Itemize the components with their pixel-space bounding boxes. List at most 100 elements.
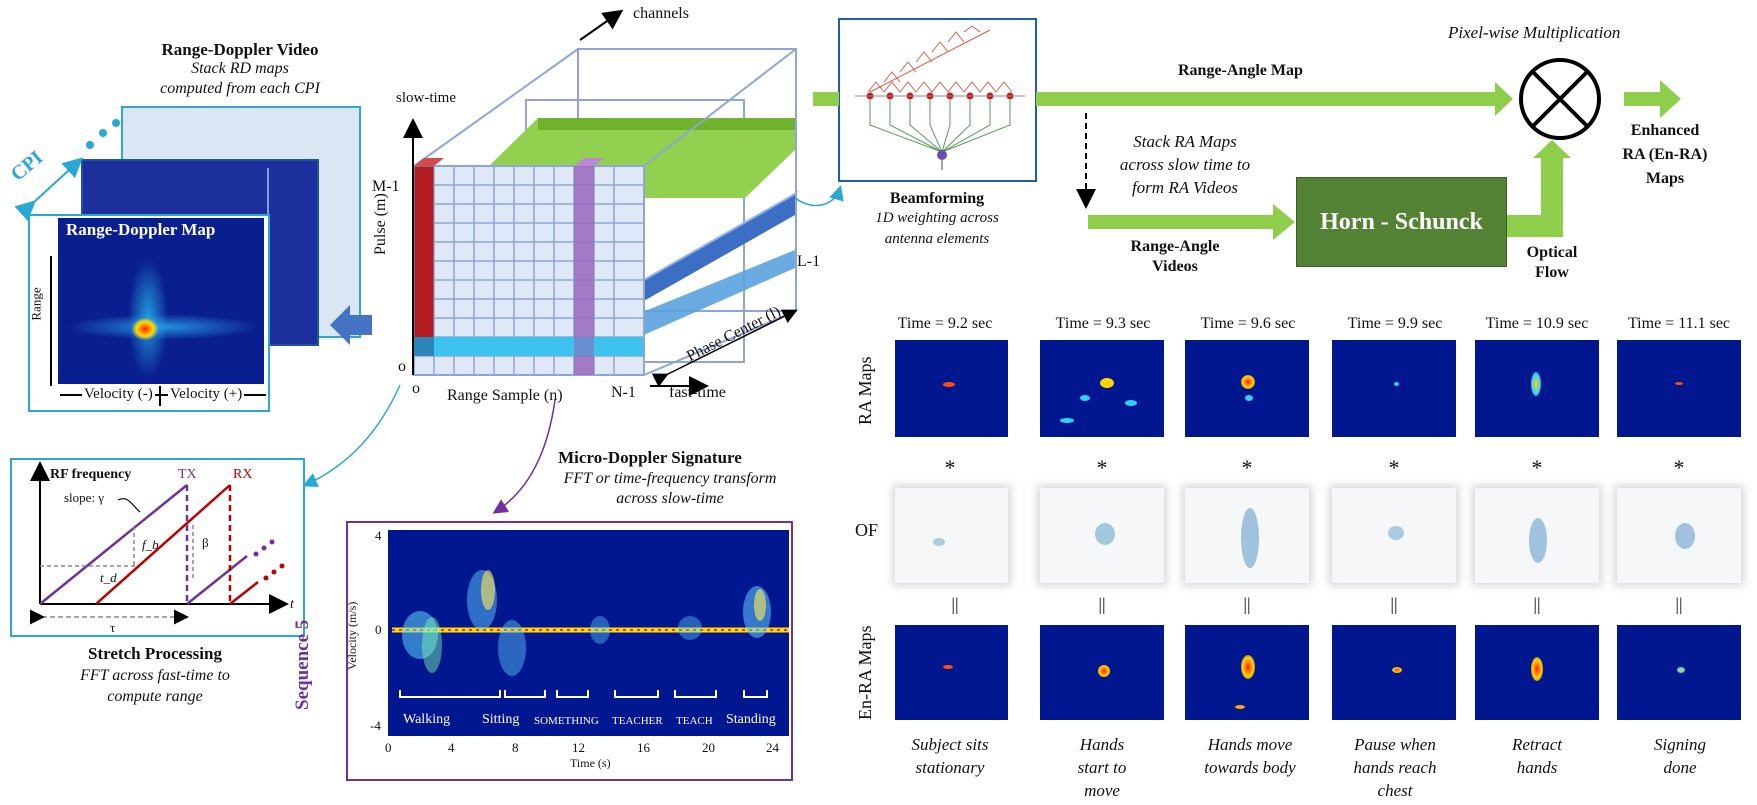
equals-3: || [1243,594,1251,614]
micro-line2: across slow-time [616,490,724,507]
optical-flow-label-1: Optical [1526,244,1578,261]
antenna-elements [855,92,1025,170]
time-label-6: Time = 11.1 sec [1627,315,1731,332]
tau-label: τ [110,620,116,635]
activity-something: SOMETHING [534,715,599,727]
optical-flow-label-2: Flow [1535,264,1569,281]
rd-video-subtitle-1: Stack RD maps [191,60,289,77]
caption-3b: towards body [1204,758,1296,777]
caption-6a: Signing [1654,735,1706,754]
range-angle-map-label: Range-Angle Map [1178,62,1303,79]
xtick-8: 8 [512,740,519,755]
origin-label-bottom: o [412,380,420,397]
star-6: * [1673,455,1685,480]
xtick-20: 20 [702,740,715,755]
caption-4b: hands reach [1353,758,1437,777]
beta-label: β [202,535,209,550]
caption-3a: Hands move [1207,735,1293,754]
rd-video-subtitle-2: computed from each CPI [160,80,320,97]
range-label: Range [28,287,44,321]
ytick-mid: 0 [375,622,382,637]
equals-4: || [1390,594,1398,614]
slow-time-label: slow-time [396,90,456,106]
rd-video-title: Range-Doppler Video [161,40,319,59]
pulse-label: Pulse (m) [372,193,389,255]
enhanced-label-3: Maps [1645,170,1685,187]
horn-schunck-box: Horn - Schunck [1296,177,1507,267]
beamforming-title: Beamforming [889,190,985,207]
range-axis [50,256,52,386]
range-sample-label: Range Sample (n) [447,387,563,404]
en-map-1 [895,625,1008,720]
of-map-6 [1617,488,1741,583]
activity-sitting: Sitting [482,712,520,727]
spectrogram-energy [392,570,789,676]
stretch-box [10,458,305,637]
equals-1: || [951,594,959,614]
origin-label-left: o [398,358,406,375]
caption-2c: move [1084,781,1120,800]
xtick-0: 0 [385,740,392,755]
enhanced-label-2: RA (En-RA) [1622,146,1708,163]
rx-label: RX [233,467,253,482]
micro-xlabel: Time (s) [570,756,611,770]
ellipsis-dot [112,119,120,127]
fb-label: f_b [142,537,159,552]
ra-videos-label-1: Range-Angle [1130,238,1220,255]
t-axis-label: t [290,597,294,612]
star-3: * [1241,455,1253,480]
en-map-4 [1332,625,1456,720]
row-label-of: OF [855,520,879,540]
activity-teacher: TEACHER [612,715,663,727]
ytick-top: 4 [375,528,382,543]
xtick-16: 16 [637,740,650,755]
star-2: * [1096,455,1108,480]
time-label-4: Time = 9.9 sec [1347,315,1443,332]
row-label-ra: RA Maps [855,356,875,425]
velocity-axis [60,394,266,396]
horn-schunck-label: Horn - Schunck [1320,208,1483,235]
ellipsis-dot [86,141,94,149]
equals-5: || [1533,594,1541,614]
phase-center-axis [651,309,798,388]
ytick-bottom: -4 [370,718,381,733]
caption-6b: done [1663,758,1697,777]
equals-6: || [1675,594,1683,614]
caption-5a: Retract [1511,735,1563,754]
tx-label: TX [178,467,197,482]
equals-2: || [1098,594,1106,614]
stretch-line2: compute range [107,688,203,705]
cpi-arrow [14,157,83,222]
channels-axis [579,9,624,41]
micro-title: Micro-Doppler Signature [558,448,742,467]
ra-map-1 [895,340,1008,437]
xtick-12: 12 [572,740,585,755]
of-map-3 [1185,488,1309,583]
l1-label: L-1 [797,253,821,270]
star-5: * [1531,455,1543,480]
velocity-pos-label: Velocity (+) [168,386,245,403]
stack-label-1: Stack RA Maps [1133,132,1237,151]
ellipsis-dot [99,129,107,137]
stack-label-3: form RA Videos [1131,178,1239,197]
m1-label: M-1 [372,178,400,195]
caption-1a: Subject sits [911,735,989,754]
multiply-icon [1519,58,1601,140]
antenna-array-sketch [867,25,1013,93]
td-label: t_d [100,570,117,585]
caption-2a: Hands [1079,735,1125,754]
xtick-24: 24 [766,740,779,755]
cube-to-beamforming-link [794,185,844,207]
green-flow-arrows [813,80,1681,240]
fast-time-label: fast-time [669,384,726,401]
ra-map-3 [1185,340,1309,437]
caption-1b: stationary [915,758,985,777]
caption-2b: start to [1077,758,1127,777]
activity-brackets [399,690,768,698]
activity-walking: Walking [403,712,451,727]
beamforming-line1: 1D weighting across [875,210,999,226]
micro-ylabel: Velocity (m/s) [345,601,359,670]
activity-standing: Standing [726,712,776,727]
ra-map-5 [1475,340,1599,437]
caption-4c: chest [1377,781,1413,800]
